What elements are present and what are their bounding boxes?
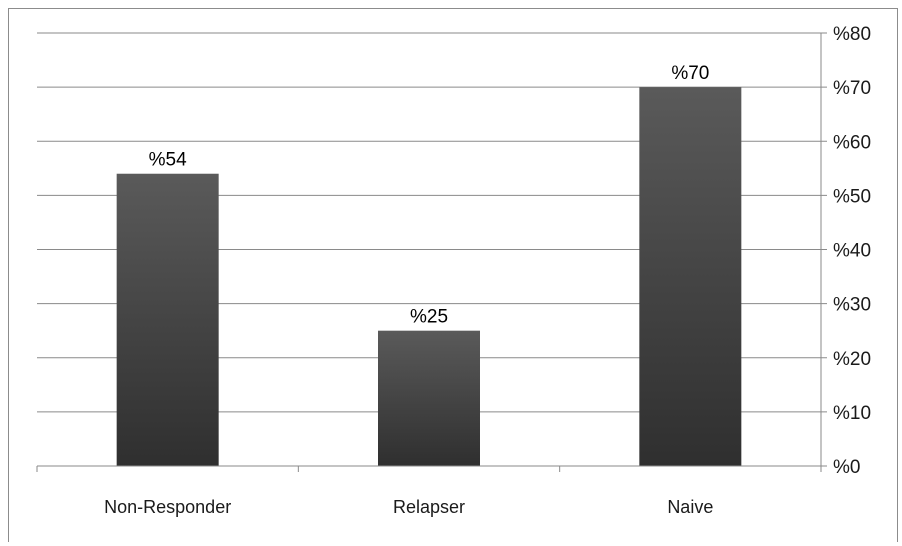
y-tick-label: %20 xyxy=(833,349,871,370)
x-category-label: Naive xyxy=(667,497,713,517)
data-label: %70 xyxy=(671,63,709,84)
data-label: %54 xyxy=(149,150,187,171)
y-tick-label: %0 xyxy=(833,457,860,478)
axes xyxy=(36,32,827,472)
bar xyxy=(639,87,742,466)
y-tick-label: %50 xyxy=(833,186,871,207)
x-category-label: Relapser xyxy=(393,497,465,517)
y-tick-label: %80 xyxy=(833,24,871,45)
y-tick-label: %10 xyxy=(833,403,871,424)
labels: %0 %10 %20 %30 %40 %50 %60 %70 %80 %54 Non-Respond… xyxy=(104,24,871,517)
bar xyxy=(116,173,219,466)
y-tick-label: %70 xyxy=(833,78,871,99)
x-category-label: Non-Responder xyxy=(104,497,231,517)
data-label: %25 xyxy=(410,307,448,328)
y-tick-label: %40 xyxy=(833,241,871,262)
y-tick-label: %60 xyxy=(833,132,871,153)
bar xyxy=(378,330,480,466)
y-tick-label: %30 xyxy=(833,295,871,316)
bars xyxy=(116,87,742,466)
